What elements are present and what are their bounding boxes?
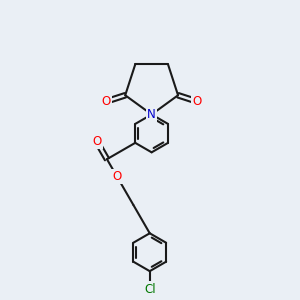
Text: O: O — [92, 135, 101, 148]
Text: O: O — [101, 95, 111, 108]
Text: Cl: Cl — [144, 283, 155, 296]
Text: O: O — [112, 170, 122, 183]
Text: N: N — [147, 108, 156, 121]
Text: O: O — [193, 95, 202, 108]
